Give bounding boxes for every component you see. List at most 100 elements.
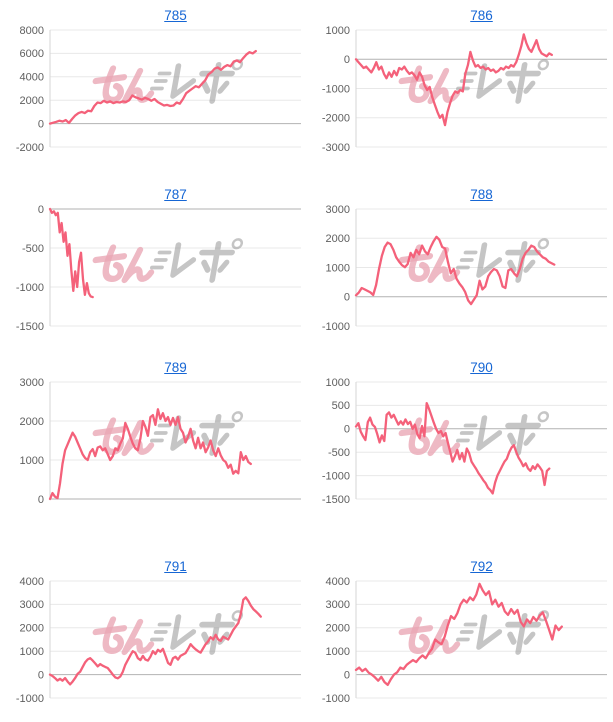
y-tick-label: 3000 bbox=[326, 599, 350, 611]
y-tick-label: -2000 bbox=[322, 113, 350, 125]
watermark-glyph bbox=[537, 411, 550, 423]
machine-number-link-791[interactable]: 791 bbox=[164, 559, 187, 574]
y-tick-label: 0 bbox=[38, 204, 44, 216]
series-line bbox=[48, 49, 257, 125]
watermark-glyph bbox=[427, 246, 461, 284]
series-line bbox=[48, 408, 252, 501]
watermark-glyph bbox=[170, 242, 197, 278]
chart-cell-786: 786 1000 0 -1000 -2000 -3000 bbox=[306, 0, 613, 178]
watermark-glyph bbox=[537, 59, 550, 71]
y-tick-label: 1000 bbox=[326, 377, 350, 389]
watermark-glyph bbox=[102, 65, 124, 103]
y-tick-label: 3000 bbox=[326, 204, 350, 216]
watermark-glyph bbox=[537, 238, 550, 250]
y-tick-label: 1000 bbox=[20, 455, 44, 467]
chart-title-row: 791 bbox=[50, 559, 301, 575]
series-line bbox=[48, 596, 262, 686]
machine-number-link-786[interactable]: 786 bbox=[470, 8, 493, 23]
watermark-glyph bbox=[476, 614, 503, 650]
chart-title-row: 786 bbox=[356, 8, 607, 24]
y-tick-label: 2000 bbox=[20, 623, 44, 635]
watermark-glyph bbox=[408, 244, 430, 282]
y-tick-label: 0 bbox=[344, 424, 350, 436]
watermark-glyph bbox=[231, 411, 244, 423]
watermark-glyph bbox=[427, 618, 461, 656]
minrepo-watermark-logo bbox=[92, 610, 244, 656]
watermark-glyph bbox=[408, 616, 430, 654]
minrepo-watermark-logo bbox=[92, 59, 244, 105]
chart-title-row: 792 bbox=[356, 559, 607, 575]
watermark-glyph bbox=[170, 63, 197, 99]
series-line bbox=[354, 401, 551, 495]
y-tick-label: -1000 bbox=[16, 693, 44, 705]
watermark-glyph bbox=[427, 67, 461, 105]
line-chart-791: 4000 3000 2000 1000 0 -1000 bbox=[16, 576, 301, 705]
machine-number-link-792[interactable]: 792 bbox=[470, 559, 493, 574]
y-tick-label: 3000 bbox=[20, 377, 44, 389]
y-tick-label: 1000 bbox=[326, 25, 350, 37]
y-tick-label: 1000 bbox=[20, 646, 44, 658]
watermark-glyph bbox=[505, 413, 541, 456]
line-chart-785: 8000 6000 4000 2000 0 -2000 bbox=[16, 25, 301, 154]
y-tick-label: -1500 bbox=[322, 494, 350, 506]
watermark-glyph bbox=[102, 417, 124, 455]
minrepo-watermark-logo bbox=[398, 59, 550, 105]
watermark-glyph bbox=[170, 614, 197, 650]
y-tick-label: -1000 bbox=[322, 321, 350, 333]
chart-cell-785: 785 8000 6000 4000 2000 0 -2000 bbox=[0, 0, 306, 178]
watermark-glyph bbox=[121, 246, 155, 284]
line-chart-788: 3000 2000 1000 0 -1000 bbox=[322, 204, 607, 333]
y-tick-label: -1000 bbox=[322, 83, 350, 95]
chart-cell-791: 791 4000 3000 2000 1000 0 -1000 bbox=[0, 533, 306, 722]
chart-cell-787: 787 0 -500 -1000 -1500 bbox=[0, 178, 306, 355]
y-tick-label: 2000 bbox=[326, 233, 350, 245]
chart-cell-790: 790 1000 500 0 -500 -1000 -1500 bbox=[306, 355, 613, 533]
y-tick-label: 4000 bbox=[20, 72, 44, 84]
y-tick-label: 0 bbox=[38, 118, 44, 130]
line-chart-792: 4000 3000 2000 1000 0 -1000 bbox=[322, 576, 607, 705]
minrepo-watermark-logo bbox=[92, 238, 244, 284]
y-tick-label: 8000 bbox=[20, 25, 44, 37]
chart-title-row: 790 bbox=[356, 360, 607, 376]
watermark-glyph bbox=[199, 413, 235, 456]
y-tick-label: 2000 bbox=[326, 623, 350, 635]
y-tick-label: 4000 bbox=[20, 576, 44, 588]
minrepo-watermark-logo bbox=[398, 610, 550, 656]
watermark-glyph bbox=[102, 244, 124, 282]
y-tick-label: -1000 bbox=[322, 470, 350, 482]
y-tick-label: 0 bbox=[38, 494, 44, 506]
y-tick-label: 500 bbox=[332, 400, 350, 412]
machine-number-link-789[interactable]: 789 bbox=[164, 360, 187, 375]
y-tick-label: -1000 bbox=[16, 282, 44, 294]
series-line bbox=[354, 33, 553, 127]
watermark-glyph bbox=[150, 622, 172, 642]
series-line bbox=[354, 235, 556, 306]
watermark-glyph bbox=[456, 71, 478, 91]
watermark-glyph bbox=[456, 423, 478, 443]
watermark-glyph bbox=[476, 415, 503, 451]
watermark-glyph bbox=[150, 250, 172, 270]
y-tick-label: 6000 bbox=[20, 48, 44, 60]
machine-number-link-785[interactable]: 785 bbox=[164, 8, 187, 23]
line-chart-786: 1000 0 -1000 -2000 -3000 bbox=[322, 25, 607, 154]
watermark-glyph bbox=[456, 250, 478, 270]
y-tick-label: 2000 bbox=[20, 416, 44, 428]
machine-number-link-787[interactable]: 787 bbox=[164, 187, 187, 202]
machine-number-link-788[interactable]: 788 bbox=[470, 187, 493, 202]
y-tick-label: -1000 bbox=[322, 693, 350, 705]
y-tick-label: 3000 bbox=[20, 599, 44, 611]
y-tick-label: 0 bbox=[344, 669, 350, 681]
series-line bbox=[48, 207, 94, 299]
chart-title-row: 789 bbox=[50, 360, 301, 376]
machine-number-link-790[interactable]: 790 bbox=[470, 360, 493, 375]
watermark-glyph bbox=[121, 618, 155, 656]
chart-cell-789: 789 3000 2000 1000 0 bbox=[0, 355, 306, 533]
line-chart-789: 3000 2000 1000 0 bbox=[20, 377, 301, 506]
y-tick-label: -500 bbox=[22, 243, 44, 255]
watermark-glyph bbox=[456, 622, 478, 642]
minrepo-watermark-logo bbox=[398, 238, 550, 284]
chart-cell-792: 792 4000 3000 2000 1000 0 -1000 bbox=[306, 533, 613, 722]
chart-title-row: 788 bbox=[356, 187, 607, 203]
y-tick-label: 1000 bbox=[326, 646, 350, 658]
line-chart-787: 0 -500 -1000 -1500 bbox=[16, 204, 301, 333]
